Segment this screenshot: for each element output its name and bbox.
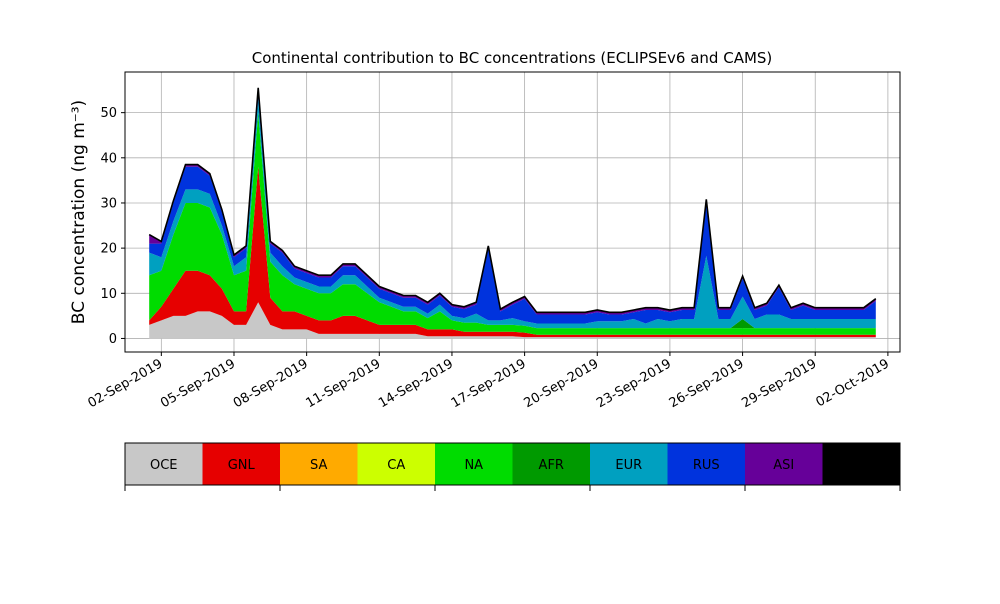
legend-swatch-oce (125, 443, 203, 485)
area-layer (149, 87, 876, 339)
legend-label-oce: OCE (150, 458, 178, 473)
legend-label-asi: ASI (773, 458, 794, 473)
legend-swatch-eur (590, 443, 668, 485)
legend-label-eur: EUR (615, 458, 642, 473)
legend-label-afr: AFR (539, 458, 564, 473)
y-tick-label: 10 (100, 287, 117, 302)
total-outline (148, 87, 877, 314)
y-tick-label: 40 (100, 151, 117, 166)
legend-label-gnl: GNL (228, 458, 256, 473)
legend-swatch-asi (745, 443, 823, 485)
legend-label-sa: SA (310, 458, 327, 473)
plot-area (124, 71, 901, 353)
y-tick-label: 20 (100, 242, 117, 257)
legend-label-aus: AUS (848, 458, 875, 473)
y-axis: 0 10 20 30 40 50 (100, 106, 125, 347)
colorbar-legend: OCE GNL SA CA NA AFR EUR RUS ASI AUS (124, 442, 901, 491)
legend-label-na: NA (464, 458, 483, 473)
y-tick-label: 0 (109, 332, 117, 347)
chart-title: Continental contribution to BC concentra… (252, 49, 773, 67)
legend-swatch-ca (357, 443, 436, 485)
y-tick-label: 50 (100, 106, 117, 121)
legend-swatch-aus (822, 443, 901, 485)
area-series-oce (149, 302, 876, 339)
legend-label-rus: RUS (693, 458, 720, 473)
plot-frame (124, 71, 901, 353)
legend-label-ca: CA (387, 458, 405, 473)
colorbar-frame (124, 442, 901, 486)
legend-swatch-afr (512, 443, 591, 485)
y-axis-label: BC concentration (ng m⁻³) (69, 100, 89, 324)
legend-swatch-sa (280, 443, 358, 485)
y-tick-label: 30 (100, 196, 117, 211)
legend-swatch-gnl (202, 443, 281, 485)
legend-swatch-na (435, 443, 513, 485)
legend-swatch-rus (667, 443, 746, 485)
